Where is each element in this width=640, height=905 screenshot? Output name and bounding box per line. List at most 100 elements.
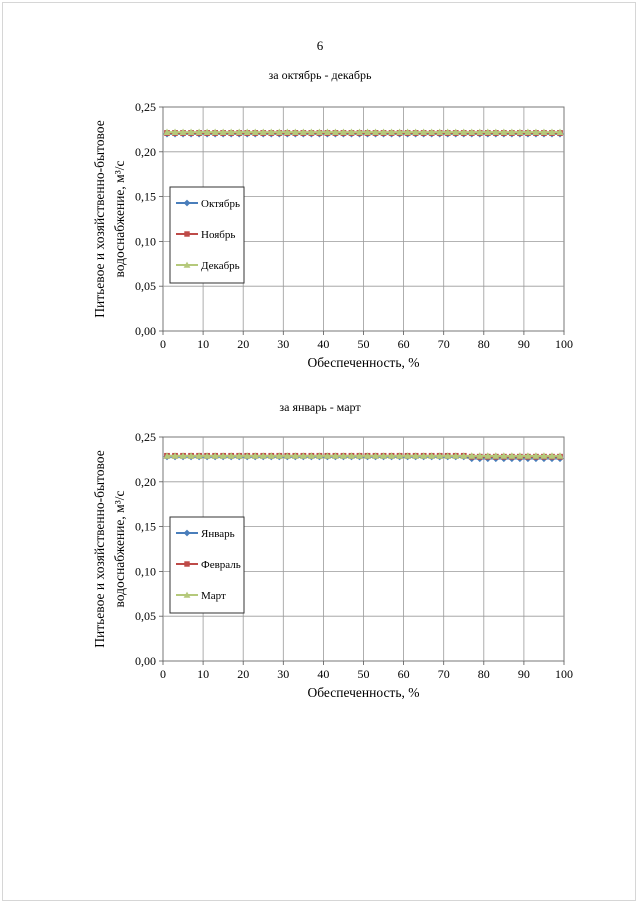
legend-entry: Февраль: [201, 559, 241, 571]
data-point-marker: [500, 128, 508, 135]
x-tick-label: 40: [317, 337, 329, 351]
data-point-marker: [387, 452, 396, 459]
data-point-marker: [307, 452, 315, 459]
data-point-marker: [323, 452, 332, 459]
data-point-marker: [444, 128, 452, 135]
legend-entry: Ноябрь: [201, 229, 235, 241]
data-point-marker: [347, 128, 356, 135]
y-tick-label: 0,05: [135, 279, 156, 293]
data-point-marker: [500, 452, 508, 459]
data-point-marker: [219, 452, 227, 459]
y-tick-label: 0,15: [135, 520, 156, 534]
data-point-marker: [299, 128, 307, 135]
data-point-marker: [259, 128, 267, 135]
x-tick-label: 100: [555, 667, 573, 681]
data-point-marker: [420, 128, 428, 135]
data-point-marker: [420, 452, 428, 459]
x-tick-label: 0: [160, 337, 166, 351]
x-tick-label: 90: [518, 337, 530, 351]
data-point-marker: [436, 452, 444, 459]
data-point-marker: [267, 128, 275, 135]
data-point-marker: [251, 452, 259, 459]
data-point-marker: [203, 452, 211, 459]
x-tick-label: 80: [478, 337, 490, 351]
data-point-marker: [452, 128, 460, 135]
data-point-marker: [259, 452, 267, 459]
page-number: 6: [316, 38, 324, 53]
data-point-marker: [235, 452, 243, 459]
data-point-marker: [299, 452, 307, 459]
x-tick-label: 40: [317, 667, 329, 681]
y-tick-label: 0,10: [135, 564, 156, 578]
y-axis-label-line2: водоснабжение, м³/с: [112, 160, 127, 277]
data-point-marker: [379, 452, 388, 459]
data-point-marker: [195, 452, 203, 459]
x-axis-label: Обеспеченность, %: [307, 355, 419, 370]
data-point-marker: [468, 452, 476, 459]
data-point-marker: [540, 452, 548, 459]
x-tick-label: 30: [277, 667, 289, 681]
data-point-marker: [203, 128, 211, 135]
data-point-marker: [267, 452, 275, 459]
data-point-marker: [355, 452, 364, 459]
data-point-marker: [291, 128, 299, 135]
x-tick-label: 60: [398, 337, 410, 351]
y-tick-label: 0,20: [135, 475, 156, 489]
y-tick-label: 0,20: [135, 145, 156, 159]
data-point-marker: [235, 128, 243, 135]
data-point-marker: [243, 452, 251, 459]
data-point-marker: [283, 452, 291, 459]
data-point-marker: [187, 452, 195, 459]
y-tick-label: 0,25: [135, 100, 156, 114]
data-point-marker: [436, 128, 444, 135]
data-point-marker: [251, 128, 259, 135]
data-point-marker: [183, 199, 191, 207]
chart-oct-dec: 0 10 20 30 40 50 60 70 80 90 100 0,00 0,05 0,10 0,15 0,…: [92, 100, 573, 370]
x-tick-label: 10: [197, 667, 209, 681]
data-point-marker: [412, 452, 420, 459]
data-point-marker: [275, 452, 283, 459]
data-point-marker: [363, 128, 372, 135]
data-point-marker: [227, 128, 235, 135]
data-point-marker: [315, 128, 323, 135]
x-tick-label: 30: [277, 337, 289, 351]
data-point-marker: [412, 128, 420, 135]
data-point-marker: [476, 452, 484, 459]
x-axis-label: Обеспеченность, %: [307, 685, 419, 700]
chart-title-oct-dec: за октябрь - декабрь: [268, 68, 372, 82]
data-point-marker: [460, 452, 468, 459]
y-axis-label-line2: водоснабжение, м³/с: [112, 490, 127, 607]
x-tick-label: 100: [555, 337, 573, 351]
data-point-marker: [428, 452, 436, 459]
y-tick-label: 0,10: [135, 234, 156, 248]
x-tick-label: 90: [518, 667, 530, 681]
y-tick-label: 0,00: [135, 654, 156, 668]
data-point-marker: [183, 529, 191, 537]
data-point-marker: [492, 452, 500, 459]
data-point-marker: [516, 128, 524, 135]
x-tick-label: 50: [358, 667, 370, 681]
data-point-marker: [211, 128, 219, 135]
data-point-marker: [183, 591, 191, 598]
data-point-marker: [171, 452, 179, 459]
data-point-marker: [556, 128, 564, 135]
data-point-marker: [468, 128, 476, 135]
data-point-marker: [219, 128, 227, 135]
x-tick-label: 0: [160, 667, 166, 681]
data-point-marker: [171, 128, 179, 135]
data-point-marker: [556, 452, 564, 459]
data-point-marker: [184, 561, 190, 567]
y-axis-label-line1: Питьевое и хозяйственно-бытовое: [92, 120, 107, 317]
x-tick-label: 50: [358, 337, 370, 351]
data-point-marker: [331, 128, 340, 135]
legend-entry: Декабрь: [201, 260, 240, 272]
y-tick-label: 0,05: [135, 609, 156, 623]
y-axis-label-line1: Питьевое и хозяйственно-бытовое: [92, 450, 107, 647]
x-tick-label: 20: [237, 337, 249, 351]
data-point-marker: [548, 452, 556, 459]
data-point-marker: [548, 128, 556, 135]
x-tick-label: 10: [197, 337, 209, 351]
legend-entry: Январь: [201, 528, 235, 540]
data-point-marker: [183, 261, 191, 268]
